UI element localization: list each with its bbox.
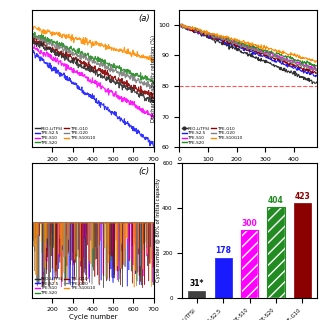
X-axis label: Cycle number: Cycle number (224, 163, 272, 169)
Bar (268, 207, 284, 298)
Bar (188, 291, 205, 298)
Text: 178: 178 (215, 246, 231, 255)
Y-axis label: Discharge capacity retention (%): Discharge capacity retention (%) (151, 35, 156, 122)
X-axis label: Cycle number: Cycle number (68, 314, 117, 320)
Y-axis label: Cycle number @ 80% of initial capacity: Cycle number @ 80% of initial capacity (156, 178, 161, 282)
Text: (a): (a) (138, 14, 150, 23)
Bar (268, 207, 284, 298)
Text: 300: 300 (242, 219, 258, 228)
Text: 31*: 31* (190, 279, 204, 288)
Legend: PEO-LiTFSI, TPE-S2.5, TPE-S10, TPE-S20, TPE-G10, TPE-G20, TPE-S10G10: PEO-LiTFSI, TPE-S2.5, TPE-S10, TPE-S20, … (181, 126, 243, 145)
Text: 404: 404 (268, 196, 284, 205)
Legend: PEO-LiTFSI, TPE-S2.5, TPE-S10, TPE-S20, TPE-G10, TPE-G20, TPE-S10G10: PEO-LiTFSI, TPE-S2.5, TPE-S10, TPE-S20, … (34, 277, 95, 295)
Text: 423: 423 (294, 192, 310, 201)
Bar (241, 230, 258, 298)
Text: (c): (c) (139, 167, 150, 176)
Bar (294, 203, 311, 298)
Bar (241, 230, 258, 298)
X-axis label: Cycle number: Cycle number (68, 163, 117, 169)
Legend: PEO-LiTFSI, TPE-S2.5, TPE-S10, TPE-S20, TPE-G10, TPE-G20, TPE-S10G10: PEO-LiTFSI, TPE-S2.5, TPE-S10, TPE-S20, … (34, 126, 95, 145)
Bar (215, 258, 232, 298)
